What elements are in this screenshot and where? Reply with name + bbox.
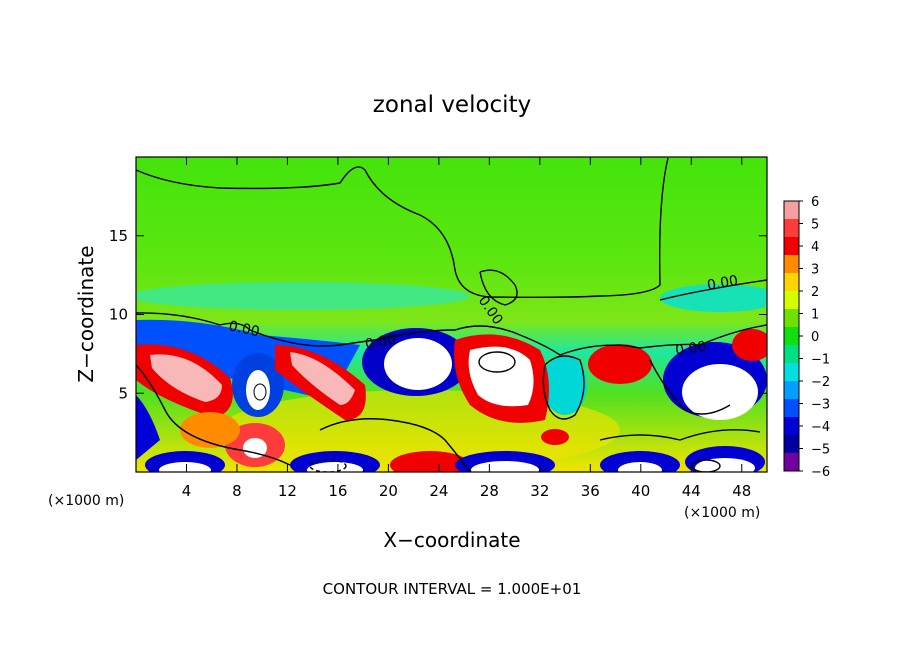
- colorbar-tick-label: −1: [811, 353, 830, 368]
- contour-label: 0.00: [227, 318, 261, 340]
- x-tick-label: 28: [480, 482, 499, 500]
- contour-labels: 0.00 0.00 0.00 0.00 0.00: [227, 273, 739, 359]
- x-tick-label: 4: [182, 482, 192, 500]
- white-core: [159, 462, 211, 472]
- contour-interval-note: CONTOUR INTERVAL = 1.000E+01: [323, 580, 582, 598]
- colorbar-tick-label: 3: [811, 263, 819, 278]
- y-axis-label: Z−coordinate: [74, 245, 98, 382]
- x-unit-right: (×1000 m): [684, 505, 760, 521]
- x-tick-label: 32: [530, 482, 549, 500]
- colorbar-swatch: [784, 327, 799, 346]
- red-blob: [732, 329, 767, 361]
- colorbar-swatch: [784, 237, 799, 256]
- colorbar-swatch: [784, 435, 799, 454]
- x-tick-label: 12: [278, 482, 297, 500]
- white-core: [246, 370, 270, 410]
- white-core: [471, 461, 539, 472]
- colorbar-tick-label: 4: [811, 240, 819, 255]
- colorbar-swatch: [784, 453, 799, 472]
- colorbar-tick-label: 5: [811, 218, 819, 233]
- colorbar-swatch: [784, 291, 799, 310]
- x-tick-label: 8: [232, 482, 242, 500]
- x-tick-label: 44: [682, 482, 701, 500]
- y-tick-label: 5: [118, 384, 128, 402]
- red-blob: [390, 451, 470, 472]
- red-blob: [541, 429, 569, 445]
- contour-line: [599, 429, 761, 441]
- plot-area: [136, 157, 767, 472]
- colorbar: 6 5 4 3 2 1 0 −1 −2 −3 −4 −5 −6: [783, 195, 830, 480]
- orange-blob: [180, 412, 240, 448]
- contour-line: [309, 459, 347, 472]
- colorbar-tick-label: −4: [811, 420, 830, 435]
- contour-lines: [136, 157, 767, 472]
- pink-core: [150, 354, 222, 402]
- cyan-patch: [660, 284, 767, 312]
- colorbar-swatch: [784, 345, 799, 364]
- y-tick-label: 15: [109, 227, 128, 245]
- x-tick-label: 40: [631, 482, 650, 500]
- x-axis-label: X−coordinate: [383, 528, 520, 552]
- blue-band: [136, 395, 160, 460]
- contour-line: [649, 359, 731, 415]
- y-tick-label: 10: [109, 306, 128, 324]
- contour-label: 0.00: [706, 273, 739, 294]
- colorbar-swatch: [784, 399, 799, 418]
- y-axis: 5 10 15: [109, 227, 767, 402]
- chart-title: zonal velocity: [373, 92, 531, 118]
- x-tick-label: 24: [429, 482, 448, 500]
- x-tick-label: 16: [328, 482, 347, 500]
- contour-line: [691, 459, 721, 472]
- white-core: [695, 458, 755, 472]
- colorbar-tick-label: −6: [811, 465, 830, 480]
- colorbar-swatch: [784, 219, 799, 238]
- x-axis: 4 8 12 16 20 24 28 32 36 40 44 48: [182, 157, 751, 500]
- white-core: [384, 338, 452, 390]
- contour-label: 0.00: [674, 339, 707, 359]
- colorbar-tick-label: 1: [811, 308, 819, 323]
- colorbar-swatch: [784, 417, 799, 436]
- contour-line: [319, 418, 471, 472]
- colorbar-tick-label: 0: [811, 330, 819, 345]
- colorbar-tick-label: −5: [811, 443, 830, 458]
- contour-line: [478, 351, 516, 373]
- cyan-blob: [543, 355, 587, 415]
- white-core: [682, 364, 758, 420]
- colorbar-tick-label: 2: [811, 285, 819, 300]
- contour-line: [479, 269, 518, 306]
- colorbar-tick-label: −3: [811, 398, 830, 413]
- contour-line: [542, 355, 585, 420]
- colorbar-swatch: [784, 255, 799, 274]
- colorbar-swatch: [784, 381, 799, 400]
- contour-line: [253, 383, 267, 401]
- cyan-patch: [136, 282, 470, 310]
- red-blob: [588, 344, 652, 384]
- colorbar-swatch: [784, 309, 799, 328]
- white-core: [468, 346, 534, 407]
- colorbar-tick-label: 6: [811, 195, 819, 210]
- white-core: [618, 462, 662, 472]
- contour-line: [136, 157, 669, 299]
- contour-line: [659, 279, 767, 301]
- colorbar-swatch: [784, 273, 799, 292]
- contour-line: [136, 312, 767, 356]
- colorbar-swatch: [784, 201, 799, 220]
- white-core: [243, 438, 267, 458]
- colorbar-tick-label: −2: [811, 375, 830, 390]
- contour-label: 0.00: [364, 332, 397, 353]
- colorbar-swatch: [784, 363, 799, 382]
- x-tick-label: 36: [581, 482, 600, 500]
- x-tick-label: 48: [732, 482, 751, 500]
- x-unit-left: (×1000 m): [48, 493, 124, 509]
- contour-line: [136, 364, 291, 466]
- white-core: [307, 462, 363, 472]
- x-tick-label: 20: [379, 482, 398, 500]
- pink-core: [290, 352, 355, 405]
